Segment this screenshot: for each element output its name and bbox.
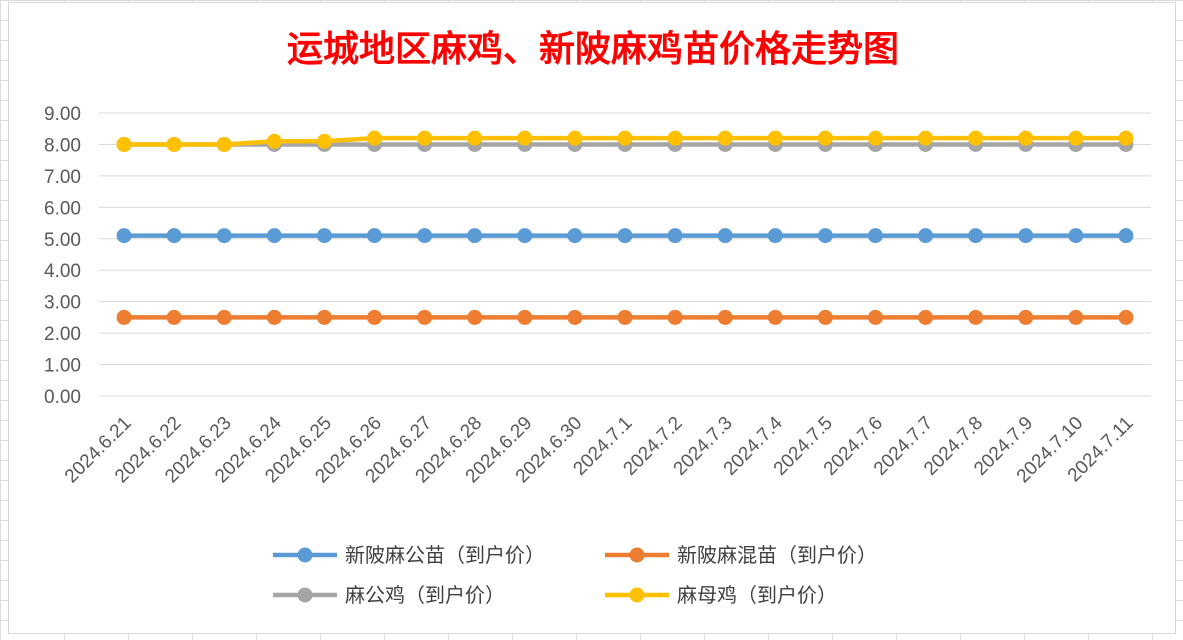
- data-point: [968, 309, 984, 325]
- line-chart: 运城地区麻鸡、新陂麻鸡苗价格走势图 0.00 1.00 2.00 3.00 4.00 5.…: [44, 28, 1151, 607]
- y-tick-label: 0.00: [44, 387, 81, 408]
- data-point: [417, 130, 433, 146]
- data-point: [367, 228, 383, 244]
- legend-item: 麻母鸡（到户价）: [605, 583, 837, 607]
- data-point: [367, 130, 383, 146]
- y-tick-label: 3.00: [44, 293, 81, 314]
- data-point: [867, 228, 883, 244]
- data-point: [767, 228, 783, 244]
- data-point: [817, 309, 833, 325]
- data-point: [417, 228, 433, 244]
- data-point: [266, 133, 282, 149]
- y-tick-label: 1.00: [44, 356, 81, 377]
- data-point: [717, 309, 733, 325]
- data-point: [567, 130, 583, 146]
- data-point: [1118, 130, 1134, 146]
- data-point: [166, 136, 182, 152]
- y-tick-label: 9.00: [44, 104, 81, 125]
- legend: 新陂麻公苗（到户价） 新陂麻混苗（到户价） 麻公鸡（到户价） 麻母鸡（到户价）: [273, 543, 877, 607]
- y-tick-label: 2.00: [44, 324, 81, 345]
- data-point: [968, 228, 984, 244]
- data-point: [918, 130, 934, 146]
- data-point: [266, 228, 282, 244]
- legend-marker: [629, 547, 645, 563]
- y-axis-tick-labels: 0.00 1.00 2.00 3.00 4.00 5.00 6.00 7.00 8.00 9.00: [44, 104, 81, 408]
- data-point: [116, 309, 132, 325]
- data-point: [667, 309, 683, 325]
- data-point: [918, 228, 934, 244]
- data-point: [1118, 228, 1134, 244]
- y-tick-label: 8.00: [44, 135, 81, 156]
- data-point: [918, 309, 934, 325]
- data-point: [517, 130, 533, 146]
- data-point: [567, 309, 583, 325]
- data-point: [467, 309, 483, 325]
- y-tick-label: 5.00: [44, 230, 81, 251]
- legend-label: 新陂麻混苗（到户价）: [677, 543, 877, 567]
- legend-item: 麻公鸡（到户价）: [273, 583, 505, 607]
- legend-marker: [629, 587, 645, 603]
- data-point: [767, 309, 783, 325]
- data-point: [1118, 309, 1134, 325]
- series-4: [116, 130, 1134, 152]
- data-point: [1018, 228, 1034, 244]
- legend-marker: [297, 547, 313, 563]
- data-point: [817, 228, 833, 244]
- data-point: [968, 130, 984, 146]
- chart-title: 运城地区麻鸡、新陂麻鸡苗价格走势图: [287, 28, 899, 70]
- data-point: [316, 133, 332, 149]
- legend-item: 新陂麻混苗（到户价）: [605, 543, 877, 567]
- data-point: [667, 228, 683, 244]
- data-point: [216, 228, 232, 244]
- data-point: [417, 309, 433, 325]
- x-axis-tick-labels: 2024.6.212024.6.222024.6.232024.6.242024…: [61, 412, 1138, 487]
- data-point: [617, 228, 633, 244]
- series-lines: [116, 130, 1134, 325]
- data-point: [517, 228, 533, 244]
- series-2: [116, 309, 1134, 325]
- data-point: [116, 228, 132, 244]
- data-point: [166, 309, 182, 325]
- series-1: [116, 228, 1134, 244]
- data-point: [116, 136, 132, 152]
- data-point: [617, 309, 633, 325]
- legend-label: 麻公鸡（到户价）: [345, 583, 505, 607]
- data-point: [1068, 309, 1084, 325]
- legend-item: 新陂麻公苗（到户价）: [273, 543, 545, 567]
- data-point: [867, 309, 883, 325]
- data-point: [467, 228, 483, 244]
- data-point: [367, 309, 383, 325]
- y-tick-label: 7.00: [44, 167, 81, 188]
- data-point: [216, 309, 232, 325]
- data-point: [867, 130, 883, 146]
- data-point: [517, 309, 533, 325]
- data-point: [1068, 228, 1084, 244]
- data-point: [717, 130, 733, 146]
- data-point: [817, 130, 833, 146]
- data-point: [1068, 130, 1084, 146]
- data-point: [266, 309, 282, 325]
- data-point: [467, 130, 483, 146]
- legend-label: 新陂麻公苗（到户价）: [345, 543, 545, 567]
- data-point: [166, 228, 182, 244]
- data-point: [717, 228, 733, 244]
- gridlines: [99, 112, 1151, 397]
- data-point: [667, 130, 683, 146]
- data-point: [617, 130, 633, 146]
- data-point: [1018, 130, 1034, 146]
- data-point: [1018, 309, 1034, 325]
- data-point: [567, 228, 583, 244]
- chart-area[interactable]: 运城地区麻鸡、新陂麻鸡苗价格走势图 0.00 1.00 2.00 3.00 4.00 5.…: [8, 2, 1176, 634]
- data-point: [316, 309, 332, 325]
- legend-marker: [297, 587, 313, 603]
- data-point: [216, 136, 232, 152]
- legend-label: 麻母鸡（到户价）: [677, 583, 837, 607]
- y-tick-label: 6.00: [44, 198, 81, 219]
- data-point: [316, 228, 332, 244]
- data-point: [767, 130, 783, 146]
- y-tick-label: 4.00: [44, 261, 81, 282]
